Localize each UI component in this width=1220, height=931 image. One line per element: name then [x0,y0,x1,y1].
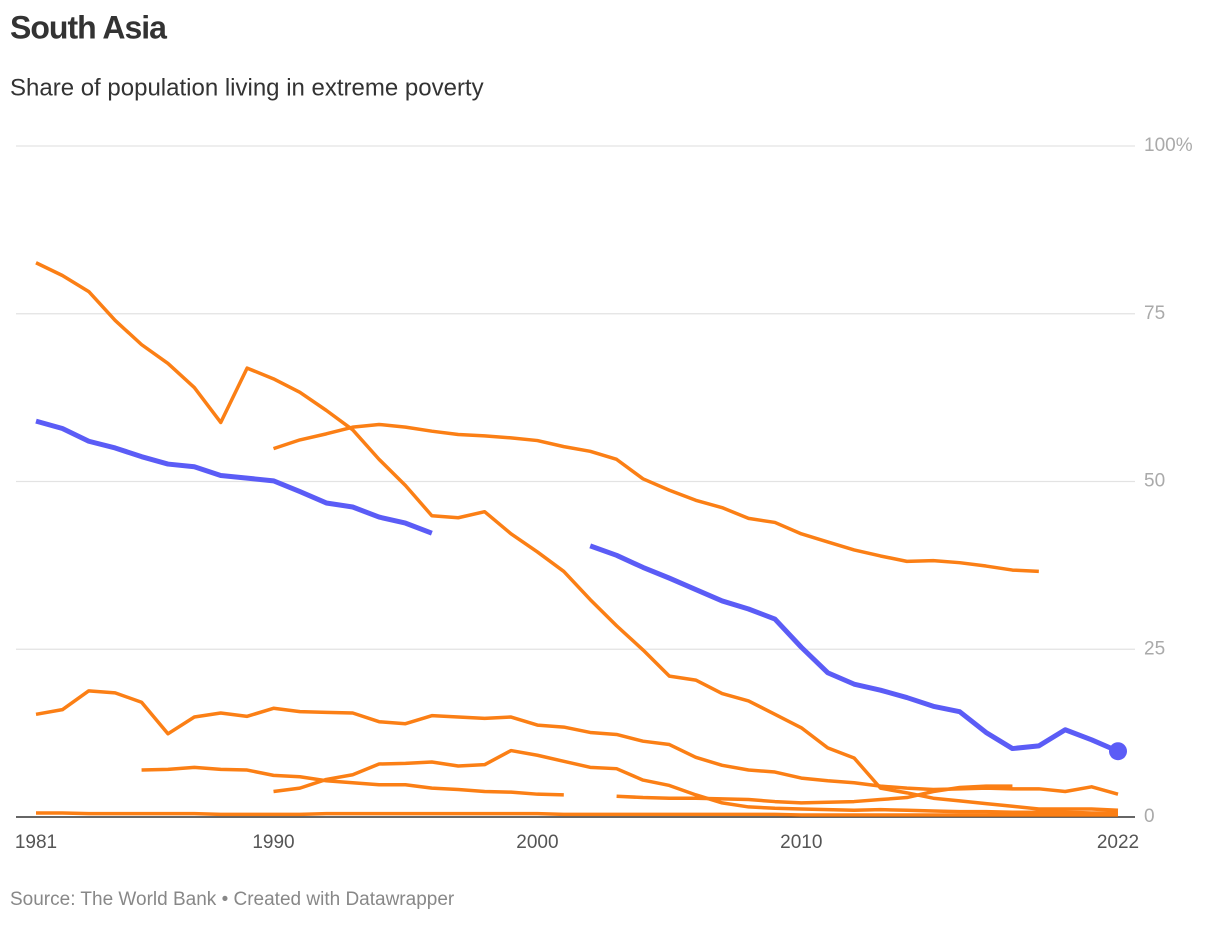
series-line [141,765,564,797]
y-tick-label: 100% [1144,135,1193,156]
series-line [616,784,1013,805]
x-tick-label: 2000 [516,832,558,853]
chart-title: South Asia [10,9,167,45]
series-line [35,689,1119,796]
series-line [35,261,1119,813]
x-tick-label: 2022 [1097,832,1139,853]
chart-subtitle: Share of population living in extreme po… [10,74,484,101]
x-tick-label: 1990 [252,832,294,853]
y-tick-label: 25 [1144,638,1165,659]
y-tick-label: 50 [1144,471,1165,492]
series-line [35,418,1119,754]
series-line [273,748,1118,815]
y-tick-label: 75 [1144,303,1165,324]
x-tick-label: 1981 [15,832,57,853]
series-line [36,811,1118,817]
series-line [272,422,1039,574]
source-note: Source: The World Bank • Created with Da… [10,889,455,910]
x-tick-label: 2010 [780,832,822,853]
y-tick-label: 0 [1144,806,1155,827]
end-dot [1109,742,1127,761]
